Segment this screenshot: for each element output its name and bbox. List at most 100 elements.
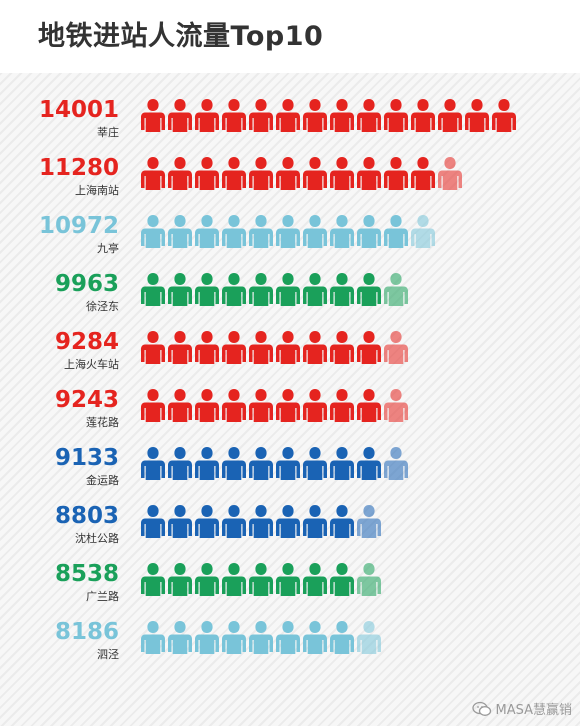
person-icon [330,157,354,190]
person-icon [303,563,327,596]
row-value-label: 8186 [55,619,119,645]
chart-row: 14001 莘庄 [39,97,516,139]
row-value-label: 9243 [55,387,119,413]
person-icon [141,157,165,190]
row-station-label: 上海南站 [75,183,119,197]
person-icon [168,99,192,132]
person-icon [249,563,273,596]
person-icon [384,99,408,132]
row-station-label: 金运路 [86,473,119,487]
person-icon [249,273,273,306]
person-icon [357,447,381,480]
person-icon [357,215,381,248]
person-icon [465,99,489,132]
person-icon [357,157,381,190]
row-value-label: 14001 [39,97,119,123]
person-icon [330,621,354,654]
person-icon [141,563,165,596]
person-icon [195,621,219,654]
row-station-label: 莲花路 [86,416,119,429]
pictograph-chart: 14001莘庄11280上海南站10972九亭9963徐泾东9284上海火车站9… [39,97,516,661]
chart-panel: 14001 莘庄 11280 上海南站 10972 九亭 9963 徐泾东 9284 上海火车站 9… [0,73,580,726]
person-icon [330,447,354,480]
row-station-label: 徐泾东 [86,299,119,313]
person-icon [195,505,219,538]
row-station-label: 沈杜公路 [75,531,119,545]
person-icon [330,389,354,422]
person-icon [303,621,327,654]
person-icon [492,99,516,132]
person-icon [276,621,300,654]
person-icon [276,157,300,190]
person-icon [330,273,354,306]
person-icon [438,99,462,132]
person-icon [141,273,165,306]
person-icon [276,99,300,132]
person-icon [168,621,192,654]
person-icon [303,389,327,422]
person-icon [249,215,273,248]
partial-person-icon [384,273,408,306]
row-value-label: 11280 [39,155,119,181]
person-icon [222,215,246,248]
person-icon [249,505,273,538]
person-icon [222,505,246,538]
person-icon [168,447,192,480]
person-icon [357,273,381,306]
partial-person-icon [357,505,381,538]
row-station-label: 莘庄 [97,125,119,139]
chart-row: 11280 上海南站 [39,155,462,197]
person-icon [276,273,300,306]
person-icon [141,505,165,538]
row-station-label: 上海火车站 [64,357,119,371]
person-icon [222,273,246,306]
person-icon [168,563,192,596]
person-icon [357,99,381,132]
row-station-label: 广兰路 [86,590,119,603]
person-icon [195,447,219,480]
person-icon [303,99,327,132]
wechat-icon [471,701,491,716]
chart-row: 9284 上海火车站 [55,329,408,371]
person-icon [330,331,354,364]
person-icon [249,157,273,190]
person-icon [249,621,273,654]
person-icon [249,389,273,422]
chart-row: 9133 金运路 [55,445,408,487]
person-icon [330,215,354,248]
person-icon [303,273,327,306]
person-icon [141,447,165,480]
person-icon [168,331,192,364]
person-icon [303,447,327,480]
person-icon [222,389,246,422]
person-icon [222,157,246,190]
watermark-text: MASA慧赢销 [495,703,573,718]
person-icon [303,215,327,248]
person-icon [276,505,300,538]
chart-row: 9243 莲花路 [55,387,408,429]
chart-title: 地铁进站人流量Top10 [38,21,324,52]
person-icon [384,157,408,190]
person-icon [195,389,219,422]
person-icon [357,331,381,364]
person-icon [330,505,354,538]
person-icon [222,621,246,654]
partial-person-icon [438,157,462,190]
person-icon [411,99,435,132]
chart-row: 10972 九亭 [39,213,435,255]
person-icon [168,389,192,422]
row-station-label: 泗泾 [97,648,119,661]
chart-row: 8538 广兰路 [55,561,381,603]
person-icon [330,563,354,596]
row-station-label: 九亭 [97,241,119,255]
row-value-label: 9284 [55,329,119,355]
person-icon [222,331,246,364]
person-icon [195,331,219,364]
person-icon [384,215,408,248]
row-value-label: 8803 [55,503,119,529]
person-icon [303,331,327,364]
person-icon [168,215,192,248]
person-icon [195,215,219,248]
row-value-label: 10972 [39,213,119,239]
person-icon [276,563,300,596]
